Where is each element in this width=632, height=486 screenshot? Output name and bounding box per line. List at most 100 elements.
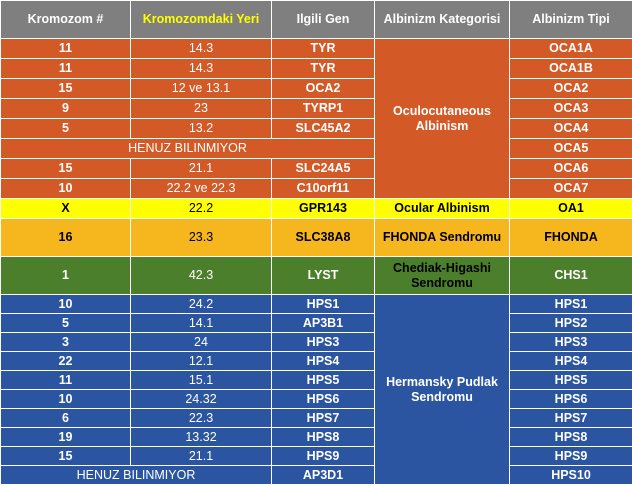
gene-cell: C10orf11 bbox=[271, 178, 375, 199]
table-row: 10 22.2 ve 22.3 C10orf11 OCA7 bbox=[0, 178, 632, 199]
chromosome-cell: 3 bbox=[0, 332, 131, 352]
type-cell: HPS7 bbox=[509, 408, 632, 428]
type-cell: HPS3 bbox=[509, 332, 632, 352]
chromosome-cell: 5 bbox=[0, 118, 131, 139]
type-cell: OA1 bbox=[509, 198, 632, 219]
location-cell: 12 ve 13.1 bbox=[130, 78, 272, 99]
type-cell: OCA1B bbox=[509, 58, 632, 79]
table-row: 1 42.3 LYST Chediak-Higashi Sendromu CHS… bbox=[0, 256, 632, 295]
location-cell: 14.3 bbox=[130, 58, 272, 79]
table-row: 19 13.32 HPS8 HPS8 bbox=[0, 427, 632, 447]
chromosome-cell: 16 bbox=[0, 218, 131, 257]
type-cell: HPS5 bbox=[509, 370, 632, 390]
gene-cell: AP3D1 bbox=[271, 465, 375, 485]
location-cell: 22.2 bbox=[130, 198, 272, 219]
type-cell: HPS9 bbox=[509, 446, 632, 466]
location-cell: 22.2 ve 22.3 bbox=[130, 178, 272, 199]
location-cell: 14.1 bbox=[130, 313, 272, 333]
location-cell: 23.3 bbox=[130, 218, 272, 257]
gene-cell: HPS1 bbox=[271, 294, 375, 314]
table-row: 9 23 TYRP1 OCA3 bbox=[0, 98, 632, 119]
chromosome-cell: 5 bbox=[0, 313, 131, 333]
type-cell: HPS6 bbox=[509, 389, 632, 409]
type-cell: OCA6 bbox=[509, 158, 632, 179]
chromosome-cell: 10 bbox=[0, 294, 131, 314]
chromosome-cell: 19 bbox=[0, 427, 131, 447]
unknown-merged-cell: HENUZ BILINMIYOR bbox=[0, 138, 375, 159]
table-row: 10 24.32 HPS6 HPS6 bbox=[0, 389, 632, 409]
gene-cell: SLC45A2 bbox=[271, 118, 375, 139]
chromosome-cell: 10 bbox=[0, 178, 131, 199]
chromosome-cell: 15 bbox=[0, 158, 131, 179]
chromosome-cell: 22 bbox=[0, 351, 131, 371]
gene-cell: GPR143 bbox=[271, 198, 375, 219]
header-category: Albinizm Kategorisi bbox=[374, 0, 510, 39]
table-row: 15 21.1 SLC24A5 OCA6 bbox=[0, 158, 632, 179]
location-cell: 12.1 bbox=[130, 351, 272, 371]
location-cell: 15.1 bbox=[130, 370, 272, 390]
gene-cell: HPS7 bbox=[271, 408, 375, 428]
type-cell: OCA4 bbox=[509, 118, 632, 139]
location-cell: 21.1 bbox=[130, 158, 272, 179]
table-row: 11 14.3 TYR Oculocutaneous Albinism OCA1… bbox=[0, 38, 632, 199]
chromosome-cell: 6 bbox=[0, 408, 131, 428]
chromosome-cell: 15 bbox=[0, 78, 131, 99]
gene-cell: HPS4 bbox=[271, 351, 375, 371]
gene-cell: LYST bbox=[271, 256, 375, 295]
location-cell: 14.3 bbox=[130, 38, 272, 59]
header-location: Kromozomdaki Yeri bbox=[130, 0, 272, 39]
table-row: HENUZ BILINMIYOR AP3D1 HPS10 bbox=[0, 465, 632, 485]
table-row: 16 23.3 SLC38A8 FHONDA Sendromu FHONDA bbox=[0, 218, 632, 257]
gene-cell: HPS9 bbox=[271, 446, 375, 466]
location-cell: 24 bbox=[130, 332, 272, 352]
table-row: 5 13.2 SLC45A2 OCA4 bbox=[0, 118, 632, 139]
chromosome-cell: 15 bbox=[0, 446, 131, 466]
chromosome-cell: 10 bbox=[0, 389, 131, 409]
gene-cell: AP3B1 bbox=[271, 313, 375, 333]
chromosome-cell: 11 bbox=[0, 58, 131, 79]
category-cell-hps: Hermansky Pudlak Sendromu bbox=[374, 294, 510, 485]
type-cell: HPS4 bbox=[509, 351, 632, 371]
table-row: X 22.2 GPR143 Ocular Albinism OA1 bbox=[0, 198, 632, 219]
gene-cell: HPS3 bbox=[271, 332, 375, 352]
type-cell: HPS1 bbox=[509, 294, 632, 314]
header-chromosome: Kromozom # bbox=[0, 0, 131, 39]
chromosome-cell: 1 bbox=[0, 256, 131, 295]
table-row: 11 15.1 HPS5 HPS5 bbox=[0, 370, 632, 390]
type-cell: HPS2 bbox=[509, 313, 632, 333]
gene-cell: TYRP1 bbox=[271, 98, 375, 119]
chromosome-cell: 11 bbox=[0, 370, 131, 390]
type-cell: OCA7 bbox=[509, 178, 632, 199]
location-cell: 13.32 bbox=[130, 427, 272, 447]
type-cell: FHONDA bbox=[509, 218, 632, 257]
header-gene: Ilgili Gen bbox=[271, 0, 375, 39]
table-row: 10 24.2 HPS1 Hermansky Pudlak Sendromu H… bbox=[0, 294, 632, 485]
table-row: 15 12 ve 13.1 OCA2 OCA2 bbox=[0, 78, 632, 99]
table-row: HENUZ BILINMIYOR OCA5 bbox=[0, 138, 632, 159]
table-row: 15 21.1 HPS9 HPS9 bbox=[0, 446, 632, 466]
table-row: 5 14.1 AP3B1 HPS2 bbox=[0, 313, 632, 333]
category-cell: Chediak-Higashi Sendromu bbox=[374, 256, 510, 295]
table-row: 3 24 HPS3 HPS3 bbox=[0, 332, 632, 352]
header-type: Albinizm Tipi bbox=[509, 0, 632, 39]
type-cell: CHS1 bbox=[509, 256, 632, 295]
table-row: 22 12.1 HPS4 HPS4 bbox=[0, 351, 632, 371]
header-row: Kromozom # Kromozomdaki Yeri Ilgili Gen … bbox=[0, 0, 632, 39]
location-cell: 22.3 bbox=[130, 408, 272, 428]
type-cell: HPS8 bbox=[509, 427, 632, 447]
gene-cell: TYR bbox=[271, 38, 375, 59]
location-cell: 24.2 bbox=[130, 294, 272, 314]
table-row: 11 14.3 TYR OCA1B bbox=[0, 58, 632, 79]
category-cell-oca: Oculocutaneous Albinism bbox=[374, 38, 510, 199]
type-cell: OCA5 bbox=[509, 138, 632, 159]
type-cell: OCA3 bbox=[509, 98, 632, 119]
gene-cell: OCA2 bbox=[271, 78, 375, 99]
location-cell: 21.1 bbox=[130, 446, 272, 466]
gene-cell: HPS6 bbox=[271, 389, 375, 409]
location-cell: 24.32 bbox=[130, 389, 272, 409]
gene-cell: HPS8 bbox=[271, 427, 375, 447]
location-cell: 42.3 bbox=[130, 256, 272, 295]
category-cell: FHONDA Sendromu bbox=[374, 218, 510, 257]
gene-cell: HPS5 bbox=[271, 370, 375, 390]
